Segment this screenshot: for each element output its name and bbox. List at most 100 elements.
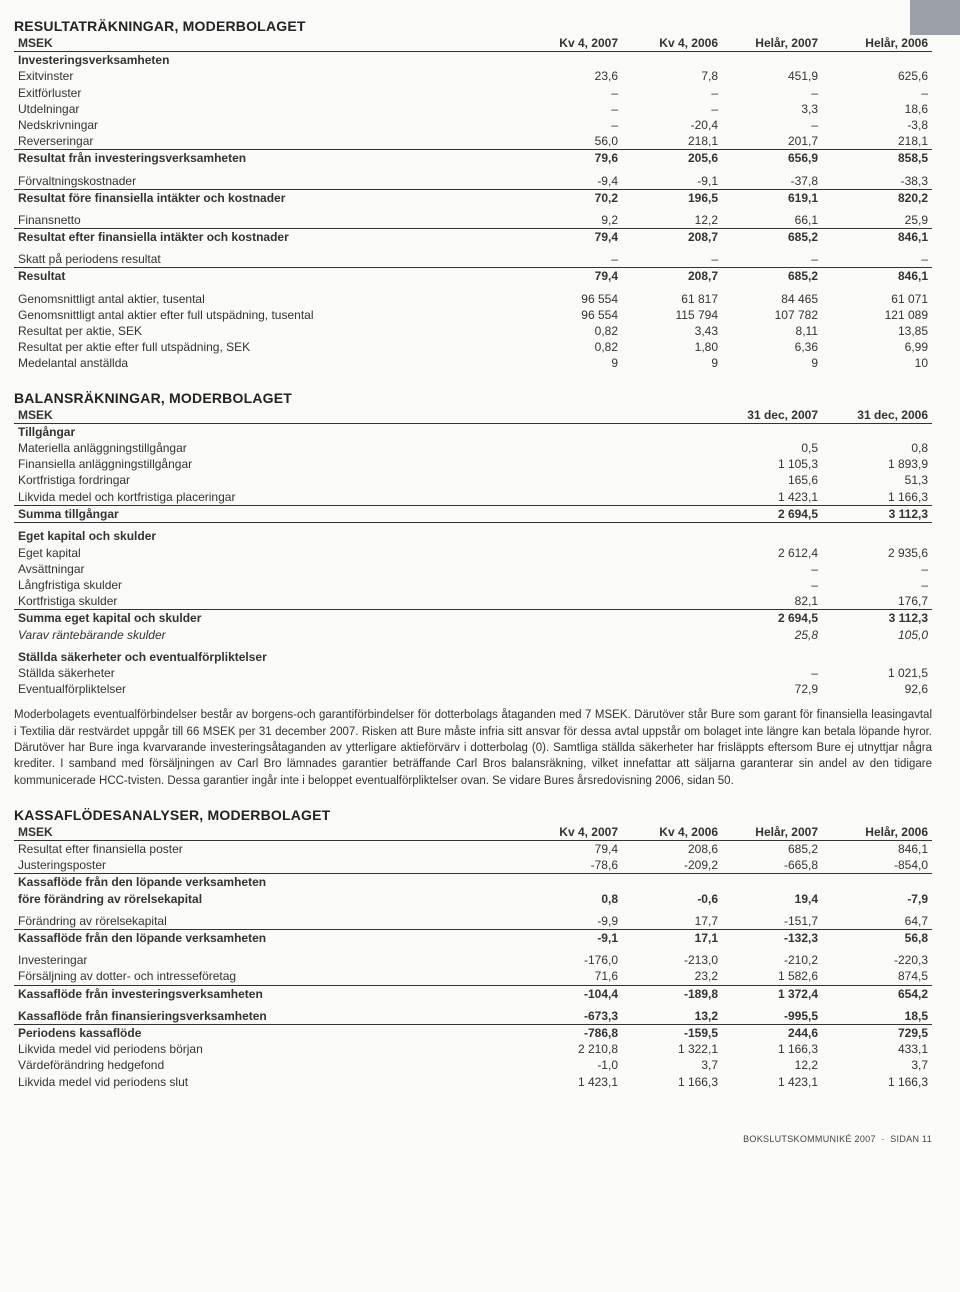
row-value: 51,3 bbox=[822, 472, 932, 488]
row-value: -7,9 bbox=[822, 891, 932, 907]
row-label: Periodens kassaflöde bbox=[14, 1024, 522, 1041]
row-value: 82,1 bbox=[722, 593, 822, 610]
col-header-label: MSEK bbox=[14, 35, 522, 52]
row-value bbox=[822, 52, 932, 69]
table-row: Exitvinster23,67,8451,9625,6 bbox=[14, 68, 932, 84]
table-row: Investeringsverksamheten bbox=[14, 52, 932, 69]
row-value: 13,2 bbox=[622, 1008, 722, 1025]
table-header-row: MSEKKv 4, 2007Kv 4, 2006Helår, 2007Helår… bbox=[14, 35, 932, 52]
row-value: -151,7 bbox=[722, 913, 822, 930]
row-value: -9,4 bbox=[522, 173, 622, 190]
row-value: 1,80 bbox=[622, 339, 722, 355]
row-value: 79,4 bbox=[522, 841, 622, 858]
row-label: Likvida medel och kortfristiga placering… bbox=[14, 489, 722, 506]
row-value: – bbox=[822, 85, 932, 101]
table-row: Genomsnittligt antal aktier, tusental96 … bbox=[14, 291, 932, 307]
row-value bbox=[822, 649, 932, 665]
table-row: Summa tillgångar2 694,53 112,3 bbox=[14, 505, 932, 522]
row-label: Utdelningar bbox=[14, 101, 522, 117]
row-label: Förvaltningskostnader bbox=[14, 173, 522, 190]
col-header-label: MSEK bbox=[14, 824, 522, 841]
row-value bbox=[722, 649, 822, 665]
table-row: Varav räntebärande skulder25,8105,0 bbox=[14, 627, 932, 643]
row-value: 12,2 bbox=[622, 212, 722, 229]
table-row: Ställda säkerheter–1 021,5 bbox=[14, 665, 932, 681]
row-value: – bbox=[722, 117, 822, 133]
table-row: Medelantal anställda99910 bbox=[14, 355, 932, 371]
row-value: 9 bbox=[722, 355, 822, 371]
table-row: Försäljning av dotter- och intresseföret… bbox=[14, 968, 932, 985]
row-label: Långfristiga skulder bbox=[14, 577, 722, 593]
table-row: Tillgångar bbox=[14, 423, 932, 440]
col-header-value: 31 dec, 2007 bbox=[722, 407, 822, 424]
row-value: -9,1 bbox=[522, 930, 622, 947]
row-value: – bbox=[522, 85, 622, 101]
table-row: Investeringar-176,0-213,0-210,2-220,3 bbox=[14, 952, 932, 968]
col-header-value: Kv 4, 2006 bbox=[622, 35, 722, 52]
row-label: Varav räntebärande skulder bbox=[14, 627, 722, 643]
row-label: Investeringar bbox=[14, 952, 522, 968]
row-label: Resultat per aktie, SEK bbox=[14, 323, 522, 339]
row-value: -220,3 bbox=[822, 952, 932, 968]
page-content: RESULTATRÄKNINGAR, MODERBOLAGET MSEKKv 4… bbox=[0, 0, 960, 1174]
table-row: Värdeförändring hedgefond-1,03,712,23,7 bbox=[14, 1057, 932, 1073]
table-row: Utdelningar––3,318,6 bbox=[14, 101, 932, 117]
row-value: 25,9 bbox=[822, 212, 932, 229]
row-label: Summa tillgångar bbox=[14, 505, 722, 522]
row-value: -132,3 bbox=[722, 930, 822, 947]
footer-doc-title: BOKSLUTSKOMMUNIKÉ 2007 bbox=[743, 1134, 876, 1144]
table-row: Justeringsposter-78,6-209,2-665,8-854,0 bbox=[14, 857, 932, 874]
row-value: 1 166,3 bbox=[822, 489, 932, 506]
table-row: Resultat efter finansiella poster79,4208… bbox=[14, 841, 932, 858]
row-label: Genomsnittligt antal aktier efter full u… bbox=[14, 307, 522, 323]
table-row: Kassaflöde från den löpande verksamheten bbox=[14, 874, 932, 891]
row-label: Medelantal anställda bbox=[14, 355, 522, 371]
row-label: Genomsnittligt antal aktier, tusental bbox=[14, 291, 522, 307]
explanatory-paragraph: Moderbolagets eventualförbindelser bestå… bbox=[14, 707, 932, 789]
row-value: 451,9 bbox=[722, 68, 822, 84]
table-row: Nedskrivningar–-20,4–-3,8 bbox=[14, 117, 932, 133]
row-value: -0,6 bbox=[622, 891, 722, 907]
row-value: 64,7 bbox=[822, 913, 932, 930]
row-value bbox=[522, 52, 622, 69]
row-value: – bbox=[822, 561, 932, 577]
row-value: 244,6 bbox=[722, 1024, 822, 1041]
row-value: 84 465 bbox=[722, 291, 822, 307]
footer-page-number: SIDAN 11 bbox=[890, 1134, 932, 1144]
row-value bbox=[822, 528, 932, 544]
row-value: – bbox=[722, 561, 822, 577]
row-label: Kassaflöde från den löpande verksamheten bbox=[14, 930, 522, 947]
row-value: -104,4 bbox=[522, 985, 622, 1002]
row-value: 874,5 bbox=[822, 968, 932, 985]
row-label: Finansiella anläggningstillgångar bbox=[14, 456, 722, 472]
row-label: Likvida medel vid periodens början bbox=[14, 1041, 522, 1057]
row-value: 2 612,4 bbox=[722, 545, 822, 561]
col-header-label: MSEK bbox=[14, 407, 722, 424]
table-row: Likvida medel vid periodens slut1 423,11… bbox=[14, 1074, 932, 1090]
row-value: 79,4 bbox=[522, 268, 622, 285]
row-value: 7,8 bbox=[622, 68, 722, 84]
row-value: 9 bbox=[522, 355, 622, 371]
row-value: – bbox=[822, 251, 932, 268]
row-value: 1 893,9 bbox=[822, 456, 932, 472]
row-value: 2 694,5 bbox=[722, 610, 822, 627]
row-value bbox=[622, 874, 722, 891]
page-footer: BOKSLUTSKOMMUNIKÉ 2007 · SIDAN 11 bbox=[14, 1134, 932, 1144]
table-row: Reverseringar56,0218,1201,7218,1 bbox=[14, 133, 932, 150]
table2-title: BALANSRÄKNINGAR, MODERBOLAGET bbox=[14, 390, 932, 406]
row-value: 56,8 bbox=[822, 930, 932, 947]
table-row: Resultat79,4208,7685,2846,1 bbox=[14, 268, 932, 285]
row-value: -9,9 bbox=[522, 913, 622, 930]
row-label: Materiella anläggningstillgångar bbox=[14, 440, 722, 456]
row-label: Resultat per aktie efter full utspädning… bbox=[14, 339, 522, 355]
table-row: Kassaflöde från den löpande verksamheten… bbox=[14, 930, 932, 947]
row-value: 685,2 bbox=[722, 268, 822, 285]
row-value: 1 322,1 bbox=[622, 1041, 722, 1057]
row-value: 205,6 bbox=[622, 150, 722, 167]
row-label: Investeringsverksamheten bbox=[14, 52, 522, 69]
row-label: Resultat efter finansiella poster bbox=[14, 841, 522, 858]
row-value bbox=[722, 528, 822, 544]
cashflow-table: MSEKKv 4, 2007Kv 4, 2006Helår, 2007Helår… bbox=[14, 824, 932, 1090]
row-value: 196,5 bbox=[622, 189, 722, 206]
row-value: 3 112,3 bbox=[822, 610, 932, 627]
